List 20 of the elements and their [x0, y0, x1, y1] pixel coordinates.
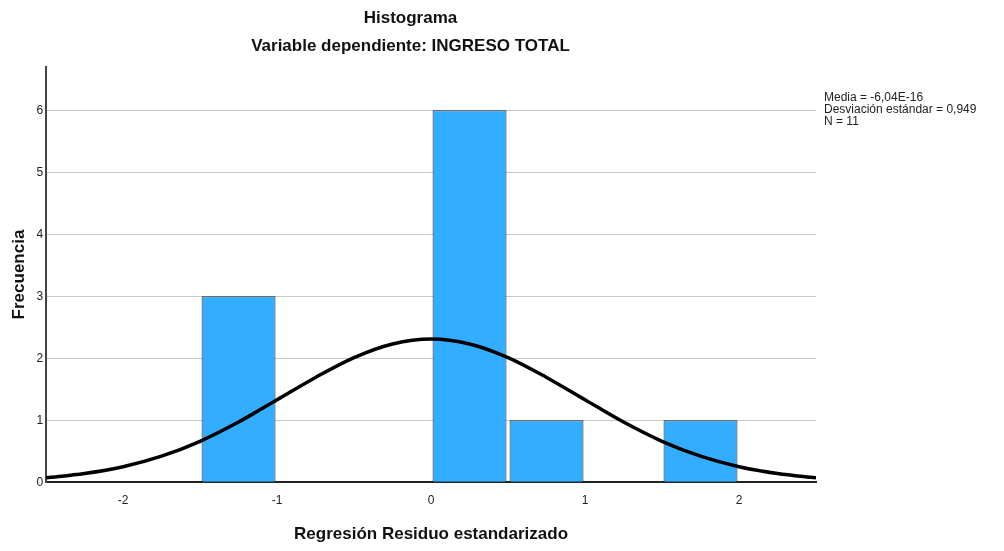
x-tick-label: 0 [427, 492, 435, 507]
y-tick-label: 4 [36, 226, 44, 241]
x-axis-title: Regresión Residuo estandarizado [294, 524, 569, 544]
chart-subtitle: Variable dependiente: INGRESO TOTAL [251, 36, 570, 56]
text: Desviación estándar = 0,949 [824, 102, 977, 117]
x-tick-label: -2 [117, 492, 129, 507]
x-tick-label: 2 [735, 492, 743, 507]
text: N = 11 [824, 114, 860, 129]
y-tick-label: 5 [36, 164, 44, 179]
y-tick-label: 6 [36, 102, 44, 117]
line-series [46, 337, 816, 480]
x-tick-label: -1 [271, 492, 283, 507]
y-tick-label: 0 [36, 474, 44, 489]
y-tick-label: 1 [36, 412, 44, 427]
y-tick-label: 2 [36, 350, 44, 365]
y-axis-title: Frecuencia [8, 229, 28, 320]
text: Media = -6,04E-16 [824, 90, 924, 105]
x-tick-label: 1 [581, 492, 589, 507]
chart-title: Histograma [363, 7, 458, 27]
y-tick-label: 3 [36, 288, 44, 303]
